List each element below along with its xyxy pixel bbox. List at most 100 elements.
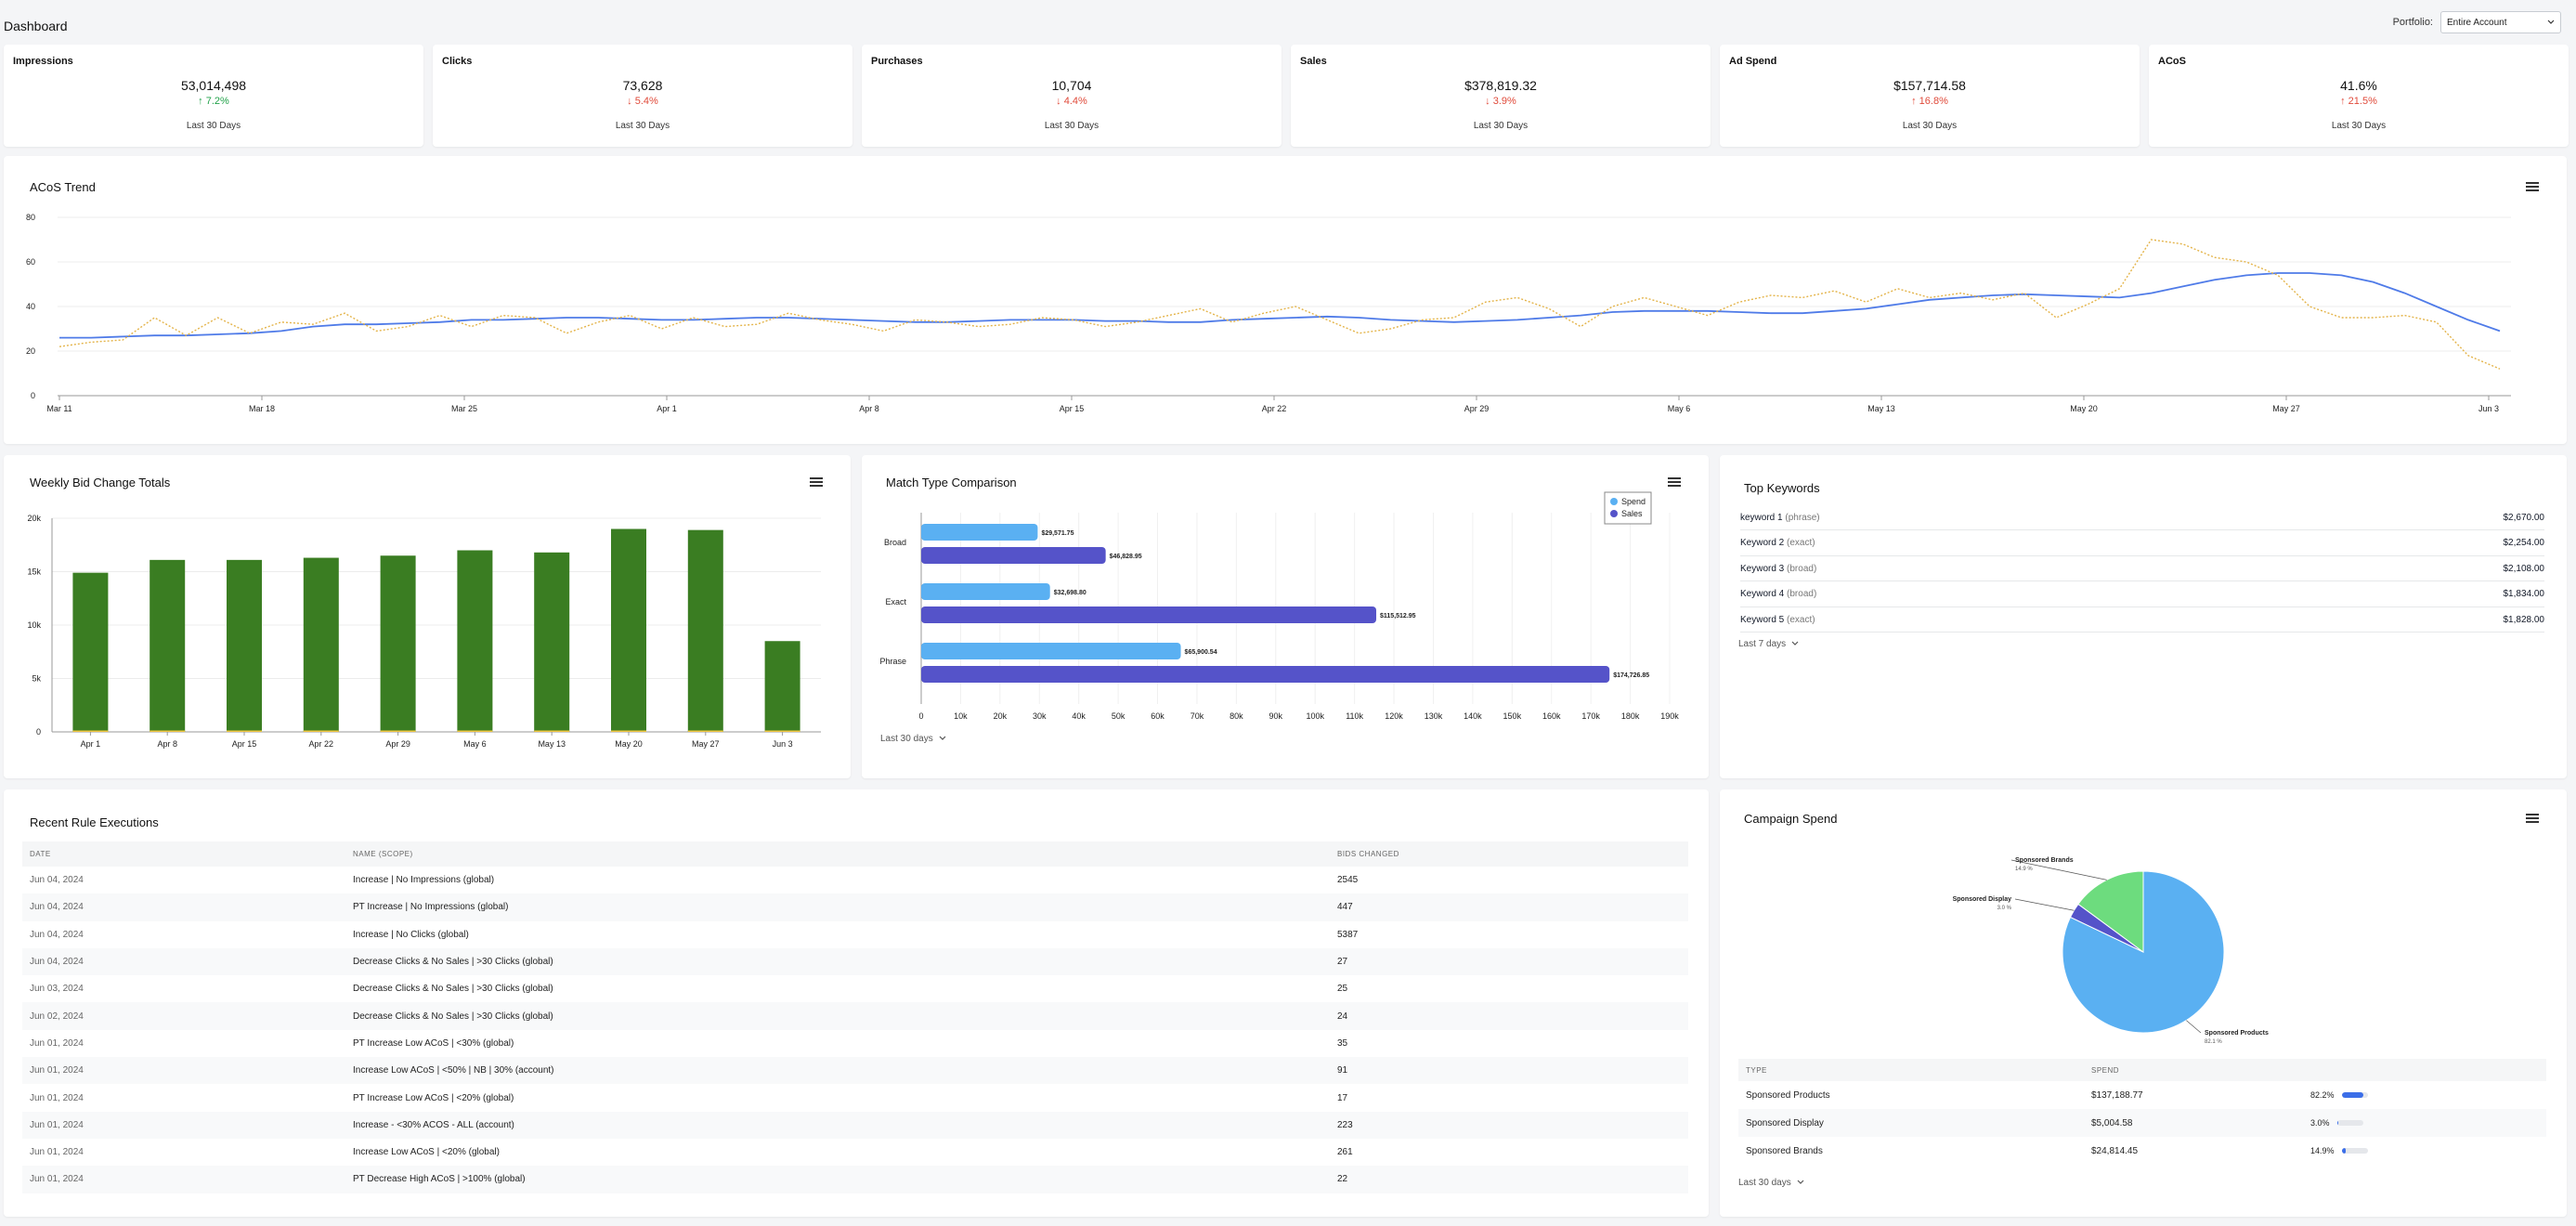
rule-name: PT Decrease High ACoS | >100% (global) [345, 1166, 1330, 1193]
pie-slice[interactable] [2077, 870, 2144, 953]
spend-row[interactable]: Sponsored Display $5,004.58 3.0% [1738, 1109, 2546, 1137]
chart-menu-icon[interactable] [810, 477, 823, 489]
spend-range-dropdown[interactable]: Last 30 days [1738, 1178, 1804, 1188]
rule-date: Jun 02, 2024 [22, 1002, 345, 1030]
rule-name: PT Increase | No Impressions (global) [345, 893, 1330, 921]
rule-row[interactable]: Jun 04, 2024 Increase | No Impressions (g… [22, 867, 1688, 893]
x-tick-label: 140k [1464, 711, 1482, 721]
bar[interactable] [534, 552, 570, 732]
bar-sales[interactable] [921, 606, 1377, 623]
chart-menu-icon[interactable] [2526, 814, 2539, 825]
x-tick-label: Mar 25 [451, 404, 477, 413]
arrow-down-icon: ↓ [627, 96, 632, 107]
bar-spend[interactable] [921, 583, 1050, 600]
rule-row[interactable]: Jun 02, 2024 Decrease Clicks & No Sales |… [22, 1002, 1688, 1030]
x-tick-label: Apr 1 [81, 739, 101, 749]
keyword-row[interactable]: keyword 1 (phrase) $2,670.00 [1740, 505, 2544, 530]
data-label: $65,900.54 [1185, 649, 1217, 656]
acos-trend-card: ACoS Trend 0 20 40 60 80 Mar 11 Mar 18 Mar 25 Ap… [4, 156, 2567, 444]
kpi-period: Last 30 Days [1902, 121, 1958, 131]
bar-spend[interactable] [921, 524, 1038, 541]
page-title: Dashboard [4, 19, 68, 33]
rules-col-bids[interactable]: BIDS CHANGED [1330, 841, 1688, 867]
pie-leader-line [2010, 859, 2107, 880]
rule-row[interactable]: Jun 01, 2024 Increase Low ACoS | <50% | N… [22, 1057, 1688, 1085]
x-tick-label: Apr 29 [385, 739, 410, 749]
rules-col-date[interactable]: DATE [22, 841, 345, 867]
spend-row[interactable]: Sponsored Brands $24,814.45 14.9% [1738, 1137, 2546, 1165]
spend-col-spend[interactable]: SPEND [2084, 1059, 2303, 1081]
chart-menu-icon[interactable] [1668, 477, 1681, 489]
rule-row[interactable]: Jun 04, 2024 Decrease Clicks & No Sales |… [22, 947, 1688, 976]
bar[interactable] [764, 641, 800, 732]
keyword-row[interactable]: Keyword 3 (broad) $2,108.00 [1740, 556, 2544, 582]
spend-col-type[interactable]: TYPE [1738, 1059, 2084, 1081]
rule-row[interactable]: Jun 04, 2024 Increase | No Clicks (global… [22, 921, 1688, 948]
match-type-chart: 0 10k 20k 30k 40k 50k 60k 70k 80k 90k 100k 110k 120k… [879, 491, 1679, 721]
rule-row[interactable]: Jun 01, 2024 PT Increase Low ACoS | <30% … [22, 1030, 1688, 1057]
keywords-range-dropdown[interactable]: Last 7 days [1738, 639, 1799, 649]
rule-row[interactable]: Jun 01, 2024 PT Increase Low ACoS | <20% … [22, 1084, 1688, 1111]
x-tick-label: 10k [954, 711, 968, 721]
bar-base [72, 730, 109, 732]
rule-date: Jun 01, 2024 [22, 1057, 345, 1085]
kpi-delta: ↑ 7.2% [4, 96, 423, 107]
rules-col-name[interactable]: NAME (SCOPE) [345, 841, 1330, 867]
bar[interactable] [303, 557, 339, 732]
bar[interactable] [457, 550, 493, 733]
y-tick-label: 20 [26, 346, 35, 356]
bar[interactable] [380, 555, 416, 732]
rule-row[interactable]: Jun 04, 2024 PT Increase | No Impressions… [22, 893, 1688, 921]
match-type-card: Match Type Comparison 0 10k 20k 30k 40k 50k 60… [862, 455, 1709, 778]
rule-name: Increase | No Impressions (global) [353, 875, 495, 886]
match-type-range-dropdown[interactable]: Last 30 days [880, 734, 946, 744]
legend-item: Spend [1621, 497, 1646, 506]
pie-leader-line [2186, 1020, 2202, 1034]
x-tick-label: 70k [1190, 711, 1204, 721]
keyword-row[interactable]: Keyword 2 (exact) $2,254.00 [1740, 531, 2544, 556]
kpi-delta: ↑ 21.5% [2149, 96, 2569, 107]
rule-bids-changed: 5387 [1337, 929, 1359, 940]
spend-pct-fill [2341, 1092, 2363, 1098]
rule-bids-changed: 35 [1337, 1037, 1348, 1049]
y-tick-label: 60 [26, 257, 35, 267]
top-keywords-title: Top Keywords [1744, 481, 1820, 495]
bar-spend[interactable] [921, 643, 1181, 659]
portfolio-value: Entire Account [2447, 17, 2507, 28]
keyword-name: Keyword 4 (broad) [1740, 589, 1817, 600]
kpi-card: Purchases 10,704 ↓ 4.4% Last 30 Days [862, 45, 1281, 147]
match-type-range: Last 30 days [880, 734, 933, 744]
bar[interactable] [72, 572, 109, 732]
rule-row[interactable]: Jun 01, 2024 Increase Low ACoS | <20% (gl… [22, 1139, 1688, 1166]
rule-name: Decrease Clicks & No Sales | >30 Clicks … [345, 1002, 1330, 1030]
bar-sales[interactable] [921, 666, 1610, 683]
bar[interactable] [150, 559, 186, 732]
spend-header-row: TYPE SPEND [1738, 1059, 2546, 1081]
bar[interactable] [687, 529, 723, 732]
rules-table: DATE NAME (SCOPE) BIDS CHANGED Jun 04, 2… [22, 841, 1688, 1193]
kpi-period: Last 30 Days [186, 121, 241, 131]
data-label: $115,512.95 [1380, 613, 1416, 620]
keyword-row[interactable]: Keyword 4 (broad) $1,834.00 [1740, 582, 2544, 607]
bar-sales[interactable] [921, 547, 1106, 564]
x-tick-label: May 13 [1867, 404, 1895, 413]
rule-row[interactable]: Jun 03, 2024 Decrease Clicks & No Sales |… [22, 975, 1688, 1002]
top-keywords-card: Top Keywords Last 7 days keyword 1 (phra… [1720, 455, 2567, 778]
bar-base [150, 730, 186, 732]
rules-title: Recent Rule Executions [30, 815, 159, 829]
rule-date: Jun 01, 2024 [30, 1092, 84, 1103]
legend-item: Sales [1621, 509, 1643, 518]
rule-row[interactable]: Jun 01, 2024 PT Decrease High ACoS | >100… [22, 1166, 1688, 1193]
bar[interactable] [611, 528, 646, 733]
keyword-row[interactable]: Keyword 5 (exact) $1,828.00 [1740, 607, 2544, 633]
spend-row[interactable]: Sponsored Products $137,188.77 82.2% [1738, 1081, 2546, 1109]
rule-bids-changed: 25 [1337, 984, 1348, 995]
bar[interactable] [227, 559, 262, 732]
pie-slice[interactable] [2062, 870, 2225, 1034]
x-tick-label: 130k [1425, 711, 1443, 721]
x-tick-label: Mar 11 [46, 404, 72, 413]
pie-leader-line [2014, 898, 2075, 911]
portfolio-select[interactable]: Entire Account [2440, 11, 2561, 33]
chart-menu-icon[interactable] [2526, 182, 2539, 193]
rule-row[interactable]: Jun 01, 2024 Increase - <30% ACOS - ALL (… [22, 1111, 1688, 1139]
